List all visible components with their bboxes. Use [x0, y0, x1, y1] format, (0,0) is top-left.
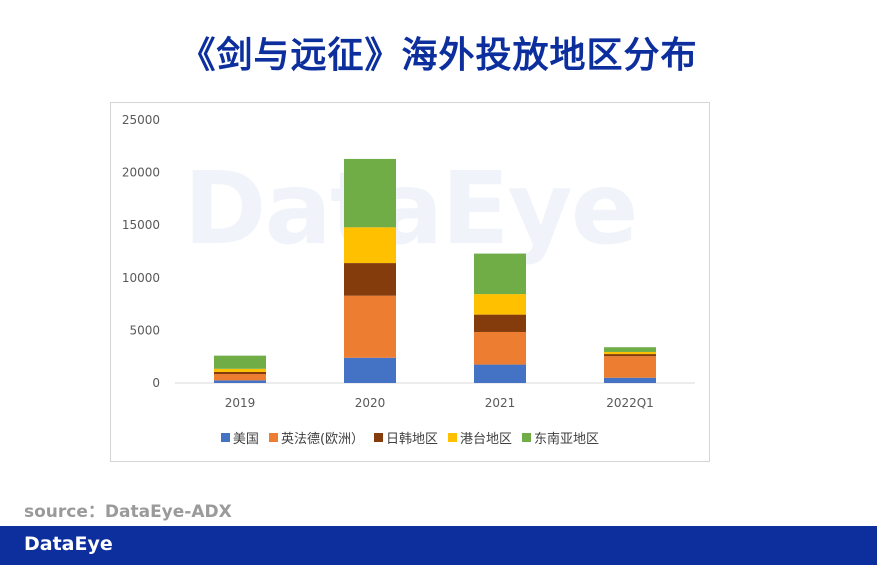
legend-swatch	[448, 433, 458, 442]
bar-segment-3	[214, 371, 266, 375]
x-tick-label: 2021	[485, 396, 516, 410]
y-tick-label: 10000	[122, 271, 160, 285]
x-tick-label: 2022Q1	[606, 396, 654, 410]
bar-segment-5	[214, 355, 266, 369]
chart-frame	[110, 102, 710, 462]
bar-segment-5	[344, 158, 396, 228]
footer-bar: DataEye	[0, 526, 877, 565]
legend-label: 英法德(欧洲）	[280, 432, 365, 447]
bar-segment-1	[604, 377, 656, 383]
bar-segment-4	[344, 227, 396, 264]
page-title: 《剑与远征》海外投放地区分布	[179, 35, 698, 76]
legend-item: 东南亚地区	[522, 428, 599, 447]
bar-segment-1	[474, 364, 526, 383]
bar-segment-2	[604, 356, 656, 378]
bar-segment-3	[474, 314, 526, 332]
legend-swatch	[220, 433, 230, 442]
bar-segment-5	[474, 253, 526, 295]
legend-item: 英法德(欧洲）	[268, 428, 365, 447]
bar-segment-2	[474, 331, 526, 365]
y-tick-label: 15000	[122, 218, 160, 232]
legend-item: 日韩地区	[374, 428, 438, 447]
bar-segment-4	[214, 368, 266, 372]
x-tick-label: 2020	[355, 396, 386, 410]
source-note: source：DataEye-ADX	[24, 502, 232, 522]
chart-legend: 美国 英法德(欧洲） 日韩地区 港台地区 东南亚地区	[110, 428, 710, 447]
legend-label: 东南亚地区	[534, 432, 600, 447]
y-tick-label: 5000	[129, 323, 160, 337]
bar-segment-4	[474, 294, 526, 315]
bar-segment-1	[344, 357, 396, 383]
legend-item: 美国	[220, 428, 259, 447]
y-tick-label: 20000	[122, 166, 160, 180]
legend-label: 美国	[232, 432, 259, 447]
y-tick-label: 25000	[122, 113, 160, 127]
bar-segment-3	[344, 263, 396, 296]
bar-segment-1	[214, 380, 266, 383]
legend-swatch	[268, 433, 278, 442]
y-tick-label: 0	[152, 376, 160, 390]
legend-item: 港台地区	[448, 428, 512, 447]
legend-swatch	[522, 433, 532, 442]
x-tick-label: 2019	[225, 396, 256, 410]
bar-segment-3	[604, 354, 656, 357]
bar-segment-5	[604, 347, 656, 352]
legend-label: 港台地区	[460, 432, 513, 447]
watermark: DataEye	[183, 150, 638, 267]
bar-segment-4	[604, 351, 656, 355]
legend-label: 日韩地区	[386, 432, 439, 447]
footer-logo: DataEye	[24, 533, 113, 555]
legend-swatch	[374, 433, 384, 442]
stacked-bar-chart: 0 5000 10000 15000 20000 25000 2019 2020 2021 202…	[122, 113, 695, 410]
bar-segment-2	[344, 295, 396, 358]
bar-segment-2	[214, 374, 266, 381]
